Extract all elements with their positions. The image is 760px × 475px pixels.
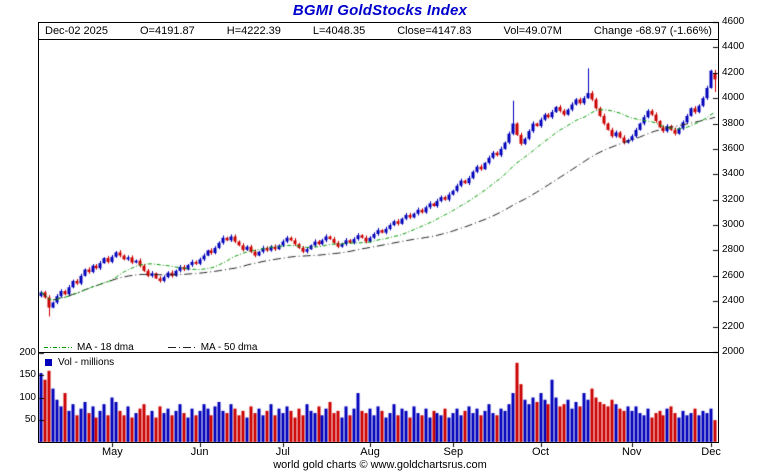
volume-axis-label: 150 [19, 369, 36, 381]
month-axis-label: Sep [443, 446, 464, 458]
month-axis-label: Jun [190, 446, 209, 458]
quote-high: H=4222.39 [226, 25, 281, 37]
price-axis-label: 3400 [722, 168, 745, 180]
quote-volume: Vol=49.07M [503, 25, 562, 37]
ma18-legend-label: MA - 18 dma [77, 342, 134, 353]
quote-low: L=4048.35 [312, 25, 366, 37]
quote-header: Dec-02 2025 O=4191.87 H=4222.39 L=4048.3… [38, 22, 719, 40]
month-axis-label: May [101, 446, 123, 458]
volume-axis-label: 100 [19, 391, 36, 403]
price-axis-label: 4400 [722, 41, 745, 53]
volume-swatch-icon [45, 359, 52, 366]
ma-legend: MA - 18 dma MA - 50 dma [44, 342, 257, 353]
price-axis-label: 2000 [722, 346, 745, 357]
ma50-legend-label: MA - 50 dma [200, 342, 258, 353]
copyright-footer: world gold charts © www.goldchartsrus.co… [273, 459, 487, 471]
quote-date: Dec-02 2025 [45, 25, 108, 37]
price-axis-label: 3200 [722, 193, 745, 205]
month-axis-label: Dec [701, 446, 721, 458]
price-axis-label: 4200 [722, 66, 745, 78]
price-axis-label: 2400 [722, 295, 745, 307]
month-axis-label: Jul [275, 446, 290, 458]
volume-axis-label: 200 [19, 347, 36, 358]
ma18-legend-item: MA - 18 dma [44, 342, 134, 353]
ma50-line-icon [167, 347, 196, 348]
price-axis-label: 4000 [722, 92, 745, 104]
price-axis-label: 2600 [722, 269, 745, 281]
volume-axis-label: 50 [24, 413, 36, 425]
price-axis-label: 3800 [722, 117, 745, 129]
quote-change: Change -68.97 (-1.66%) [593, 25, 712, 37]
price-axis-label: 3000 [722, 219, 745, 231]
quote-close: Close=4147.83 [397, 25, 472, 37]
volume-chart-panel [38, 352, 719, 443]
price-axis-label: 4600 [722, 16, 745, 27]
month-axis-label: Aug [360, 446, 380, 458]
month-axis-label: Oct [531, 446, 550, 458]
ma18-line-icon [44, 347, 72, 348]
price-axis-label: 2800 [722, 244, 745, 256]
price-chart-panel [38, 22, 719, 353]
month-axis-label: Nov [621, 446, 642, 458]
quote-open: O=4191.87 [140, 25, 195, 37]
volume-legend-label: Vol - millions [58, 357, 115, 368]
price-axis-label: 2200 [722, 320, 745, 332]
volume-legend: Vol - millions [45, 357, 114, 368]
ma50-legend-item: MA - 50 dma [167, 342, 258, 353]
price-axis-label: 3600 [722, 142, 745, 154]
